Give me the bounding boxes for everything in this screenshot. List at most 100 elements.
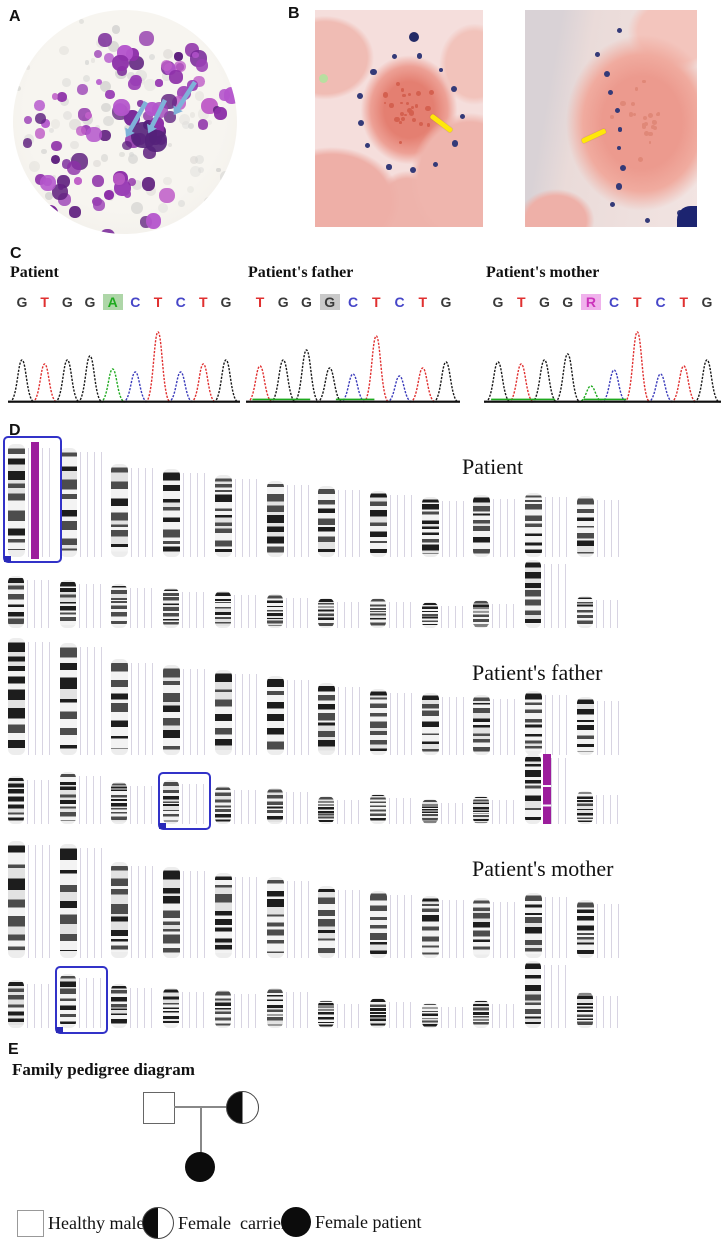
chromosome-slot xyxy=(214,990,258,1028)
stained-cell xyxy=(33,99,45,111)
chromosome-slot xyxy=(163,469,206,557)
chromosome-ideogram xyxy=(8,841,25,958)
pedigree-father-symbol xyxy=(143,1092,175,1124)
yellow-arrow xyxy=(429,113,454,134)
healthy-male-symbol xyxy=(17,1210,44,1237)
chromosome-slot xyxy=(59,643,103,755)
chromosome-ideogram xyxy=(421,896,439,958)
background-cell xyxy=(163,49,174,59)
chromatogram-trace xyxy=(8,331,240,403)
chromosome-slot xyxy=(473,796,516,824)
ghost-lines xyxy=(79,848,102,958)
ghost-lines xyxy=(285,598,308,628)
ghost-lines xyxy=(390,495,413,557)
sequence-base-letter: A xyxy=(102,294,123,310)
background-cell xyxy=(195,155,205,165)
stained-cell xyxy=(198,119,209,130)
panel-b-label: B xyxy=(288,5,300,22)
chromosome-slot xyxy=(576,992,620,1028)
background-cell xyxy=(148,53,155,60)
chromosome-ideogram xyxy=(111,782,128,824)
chromosome-slot xyxy=(59,844,103,958)
ghost-lines xyxy=(441,697,464,755)
chromosome-slot xyxy=(370,891,413,958)
chromosome-ideogram xyxy=(111,659,129,755)
background-cell xyxy=(42,20,49,27)
granule xyxy=(648,141,652,144)
sequence-base-letter: R xyxy=(580,294,601,310)
ghost-lines xyxy=(183,871,206,958)
ghost-lines xyxy=(27,780,49,824)
legend-item-female-patient: Female patient xyxy=(281,1207,421,1237)
legend-item-healthy-male: Healthy male xyxy=(17,1210,144,1237)
granule xyxy=(395,82,400,87)
stained-cell xyxy=(61,159,72,169)
chromosome-ideogram xyxy=(266,788,283,824)
pedigree-descent-line xyxy=(200,1107,202,1153)
ghost-lines xyxy=(441,900,464,958)
stippling-dot xyxy=(615,183,623,190)
stained-cell xyxy=(52,184,69,201)
chromosome-slot xyxy=(111,862,154,958)
stained-cell xyxy=(98,33,113,48)
stippling-dot xyxy=(451,86,458,93)
chromosome-slot xyxy=(214,670,258,755)
granule xyxy=(425,105,431,111)
ghost-lines xyxy=(233,994,256,1028)
ghost-lines xyxy=(79,647,102,755)
ghost-lines xyxy=(28,642,50,755)
chromosome-slot xyxy=(370,998,413,1028)
granule xyxy=(383,101,387,105)
granule xyxy=(382,92,389,98)
stained-cell xyxy=(103,52,115,64)
granule xyxy=(407,108,411,112)
stained-cell xyxy=(137,99,145,107)
sequence-base-letter: T xyxy=(371,294,381,310)
blue-arrows-overlay xyxy=(125,80,197,138)
chromosome-ideogram xyxy=(370,689,388,755)
granule xyxy=(641,124,647,129)
chromatogram-block: Patient's father T G G G C T C T G xyxy=(246,262,460,414)
ghost-lines xyxy=(78,776,101,824)
karyotype-row xyxy=(8,834,620,958)
chromosome-slot xyxy=(266,676,310,755)
stained-cell xyxy=(24,115,33,124)
chromosome-ideogram xyxy=(318,683,336,755)
ghost-lines xyxy=(544,965,567,1028)
chromosome-ideogram xyxy=(59,643,77,755)
granule xyxy=(629,112,634,117)
stained-cell xyxy=(77,84,88,95)
cnv-gain-band-x xyxy=(543,754,552,824)
chromosome-slot xyxy=(421,896,465,958)
stained-cell xyxy=(142,110,153,122)
granule xyxy=(415,104,419,108)
blood-smear-micrograph-left xyxy=(315,10,483,227)
karyotype-row xyxy=(8,557,620,628)
chromosome-slot xyxy=(3,436,62,563)
blood-smear-micrograph-right xyxy=(525,10,697,227)
chromosome-ideogram xyxy=(214,670,232,755)
chromosome-ideogram xyxy=(525,691,543,755)
background-cell xyxy=(197,107,210,120)
stained-cell xyxy=(23,196,32,205)
stippling-dot xyxy=(617,28,622,33)
dark-cell-blob xyxy=(677,206,697,227)
chromosome-ideogram xyxy=(8,576,24,628)
granule xyxy=(426,123,431,127)
background-cell xyxy=(218,14,227,24)
chromosome-slot xyxy=(473,600,516,628)
ghost-lines xyxy=(27,580,49,628)
chromosome-slot xyxy=(421,1003,465,1028)
legend-item-female-carrier: Female carrier xyxy=(142,1207,287,1239)
chromosome-ideogram xyxy=(214,873,232,958)
bone-marrow-micrograph xyxy=(13,10,237,234)
background-cell xyxy=(161,71,172,81)
chromosome-slot xyxy=(525,893,568,958)
ghost-lines xyxy=(545,695,568,755)
chromosome-slot xyxy=(473,495,516,557)
ghost-lines xyxy=(285,992,308,1028)
ghost-lines xyxy=(390,895,413,958)
granule xyxy=(411,105,415,109)
ghost-lines xyxy=(440,803,463,824)
background-cell xyxy=(22,45,31,54)
